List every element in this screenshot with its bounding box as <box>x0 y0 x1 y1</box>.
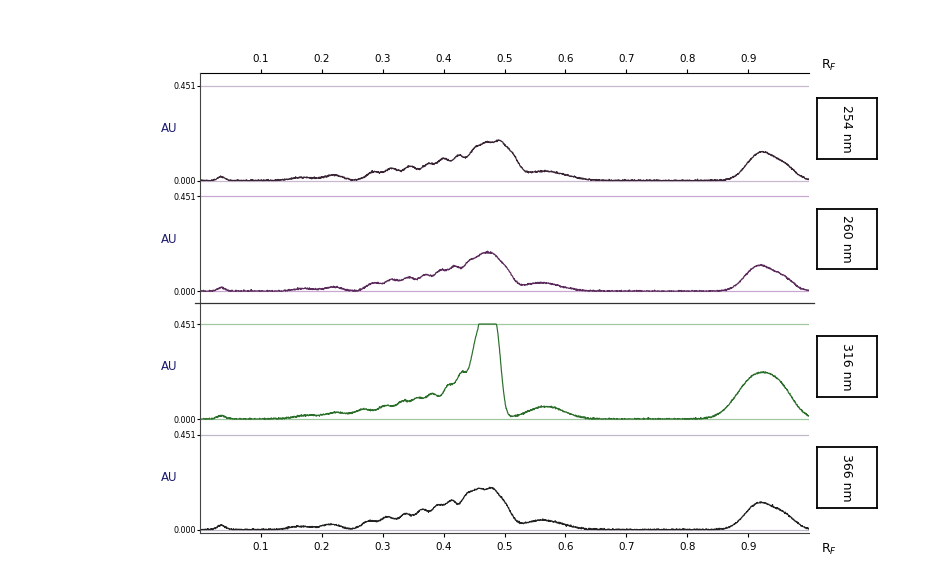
Text: R$_F$: R$_F$ <box>821 541 837 557</box>
Y-axis label: AU: AU <box>161 361 178 373</box>
Text: Peak Profiles from  Scanning
Densitometry (PPSD): Peak Profiles from Scanning Densitometry… <box>77 172 107 381</box>
Text: 254 nm: 254 nm <box>841 105 853 152</box>
Text: 260 nm: 260 nm <box>841 215 853 263</box>
Text: 316 nm: 316 nm <box>841 343 853 391</box>
Y-axis label: AU: AU <box>161 122 178 135</box>
Y-axis label: AU: AU <box>161 471 178 484</box>
Text: R$_F$: R$_F$ <box>821 58 837 73</box>
Y-axis label: AU: AU <box>161 233 178 245</box>
Text: 366 nm: 366 nm <box>841 454 853 501</box>
